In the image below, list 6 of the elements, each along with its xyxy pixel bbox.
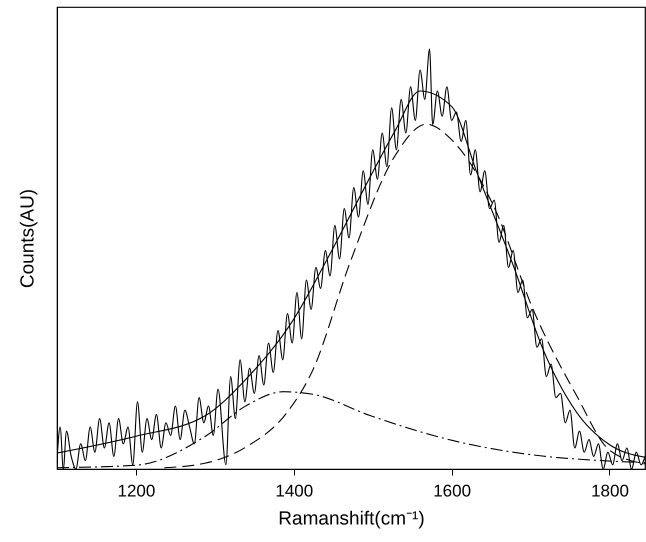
x-tick-label: 1200 — [118, 482, 156, 500]
x-tick-label: 1400 — [275, 482, 314, 500]
y-axis-title: Counts(AU) — [18, 188, 38, 288]
x-axis-title: Ramanshift(cm⁻¹) — [278, 508, 425, 530]
x-tick-label: 1600 — [433, 482, 472, 500]
x-tick-label: 1800 — [591, 482, 629, 500]
